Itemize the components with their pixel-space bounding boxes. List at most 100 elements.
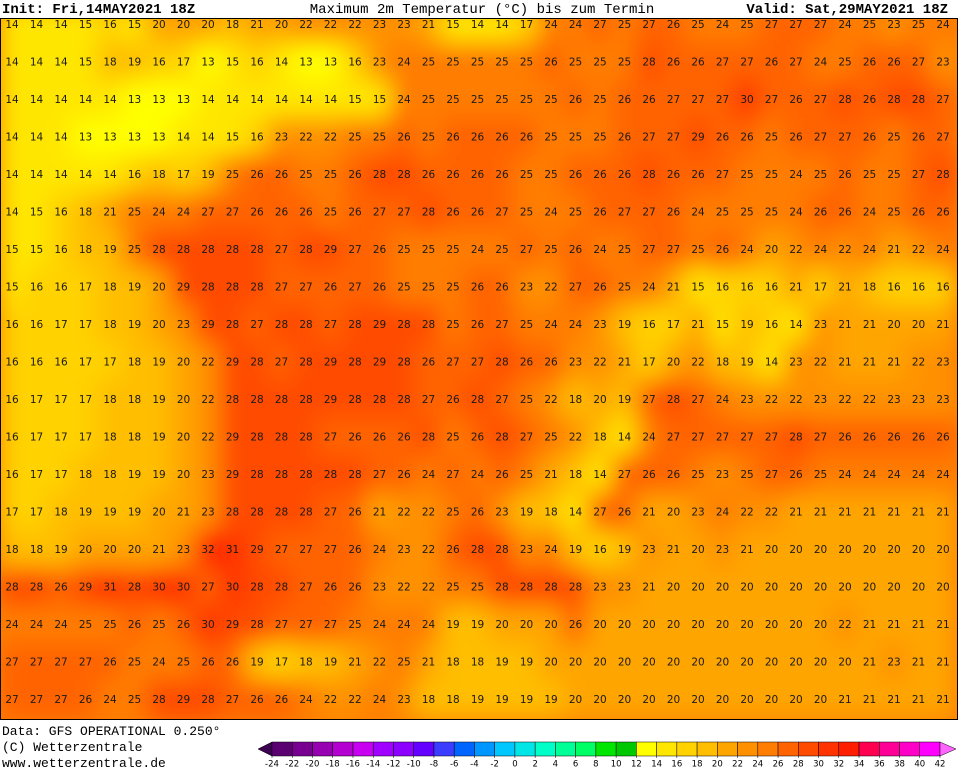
temperature-cell [905, 417, 932, 458]
temperature-cell [72, 42, 99, 83]
temperature-value: 26 [789, 94, 803, 106]
temperature-cell [831, 230, 859, 270]
colorbar-tick-label: -10 [407, 760, 421, 770]
temperature-value: 27 [348, 282, 361, 294]
temperature-value: 20 [201, 19, 214, 31]
temperature-cell [439, 380, 467, 420]
temperature-value: 25 [471, 94, 484, 106]
temperature-value: 26 [446, 207, 460, 219]
temperature-cell [317, 18, 344, 45]
temperature-value: 27 [299, 619, 312, 631]
temperature-value: 25 [422, 57, 435, 69]
temperature-cell [856, 18, 883, 45]
temperature-value: 18 [422, 694, 435, 706]
temperature-value: 21 [667, 282, 680, 294]
temperature-value: 28 [373, 169, 386, 181]
colorbar-box [453, 741, 475, 757]
temperature-cell [831, 680, 859, 720]
temperature-cell [635, 230, 663, 270]
temperature-value: 20 [789, 582, 802, 594]
temperature-value: 20 [887, 582, 900, 594]
temperature-value: 14 [103, 94, 117, 106]
temperature-value: 25 [79, 619, 92, 631]
temperature-value: 28 [226, 244, 239, 256]
temperature-value: 27 [912, 57, 925, 69]
temperature-cell [145, 192, 173, 233]
temperature-cell [415, 192, 442, 233]
colorbar-tick-label: 24 [752, 760, 763, 770]
temperature-value: 24 [863, 469, 877, 481]
temperature-cell [807, 567, 834, 608]
temperature-value: 25 [397, 282, 410, 294]
temperature-value: 27 [446, 469, 459, 481]
temperature-value: 28 [177, 244, 190, 256]
temperature-value: 21 [789, 507, 802, 519]
temperature-cell [537, 18, 565, 45]
temperature-cell [0, 567, 26, 608]
temperature-value: 18 [226, 19, 239, 31]
temperature-value: 29 [373, 357, 386, 369]
temperature-value: 20 [716, 657, 729, 669]
temperature-value: 17 [54, 319, 67, 331]
temperature-cell [121, 155, 148, 195]
temperature-value: 21 [544, 469, 557, 481]
temperature-value: 29 [226, 357, 239, 369]
temperature-value: 27 [740, 57, 753, 69]
temperature-cell [366, 192, 393, 233]
temperature-cell [121, 230, 148, 270]
temperature-value: 22 [814, 357, 827, 369]
temperature-value: 19 [740, 319, 753, 331]
temperature-value: 23 [912, 394, 925, 406]
temperature-value: 22 [299, 132, 312, 144]
copyright: (C) Wetterzentrale [2, 740, 142, 755]
temperature-value: 18 [103, 432, 116, 444]
temperature-cell [0, 642, 26, 683]
temperature-cell [47, 567, 75, 608]
temperature-value: 28 [299, 432, 312, 444]
temperature-value: 15 [226, 57, 239, 69]
temperature-value: 22 [912, 244, 925, 256]
temperature-cell [929, 680, 957, 720]
temperature-cell [317, 455, 344, 495]
temperature-cell [831, 117, 859, 158]
temperature-value: 25 [838, 57, 851, 69]
temperature-value: 20 [740, 657, 753, 669]
temperature-value: 18 [299, 657, 312, 669]
temperature-value: 24 [716, 19, 730, 31]
map-title: Maximum 2m Temperatur (°C) bis zum Termi… [310, 2, 654, 18]
temperature-cell [415, 605, 442, 645]
temperature-cell [317, 305, 344, 345]
temperature-value: 23 [201, 469, 214, 481]
temperature-value: 32 [201, 544, 214, 556]
temperature-cell [268, 42, 295, 83]
temperature-cell [96, 342, 124, 383]
temperature-value: 25 [520, 94, 533, 106]
temperature-values: 14 14 14 15 16 15 20 20 20 18 21 20 22 22 22 23 23 21 15 14… [5, 19, 950, 706]
temperature-value: 20 [618, 657, 631, 669]
temperature-value: 28 [348, 319, 361, 331]
temperature-cell [635, 192, 663, 233]
temperature-cell [23, 18, 50, 45]
temperature-cell [758, 492, 785, 533]
temperature-cell [758, 342, 785, 383]
temperature-value: 26 [471, 207, 485, 219]
temperature-value: 28 [789, 432, 802, 444]
temperature-cell [880, 605, 908, 645]
temperature-value: 26 [691, 169, 705, 181]
temperature-cell [439, 567, 467, 608]
temperature-value: 14 [5, 57, 19, 69]
temperature-value: 16 [128, 169, 142, 181]
temperature-cell [537, 192, 565, 233]
temperature-cell [464, 342, 491, 383]
temperature-value: 21 [838, 507, 851, 519]
colorbar-box [757, 741, 779, 757]
temperature-value: 26 [373, 432, 387, 444]
temperature-cell [611, 267, 638, 308]
temperature-cell [635, 605, 663, 645]
temperature-cell [121, 680, 148, 720]
init-time: Init: Fri,14MAY2021 18Z [2, 2, 195, 18]
colorbar-tick-label: 30 [813, 760, 824, 770]
temperature-value: 20 [667, 357, 680, 369]
temperature-value: 26 [569, 244, 583, 256]
temperature-cell [586, 417, 614, 458]
